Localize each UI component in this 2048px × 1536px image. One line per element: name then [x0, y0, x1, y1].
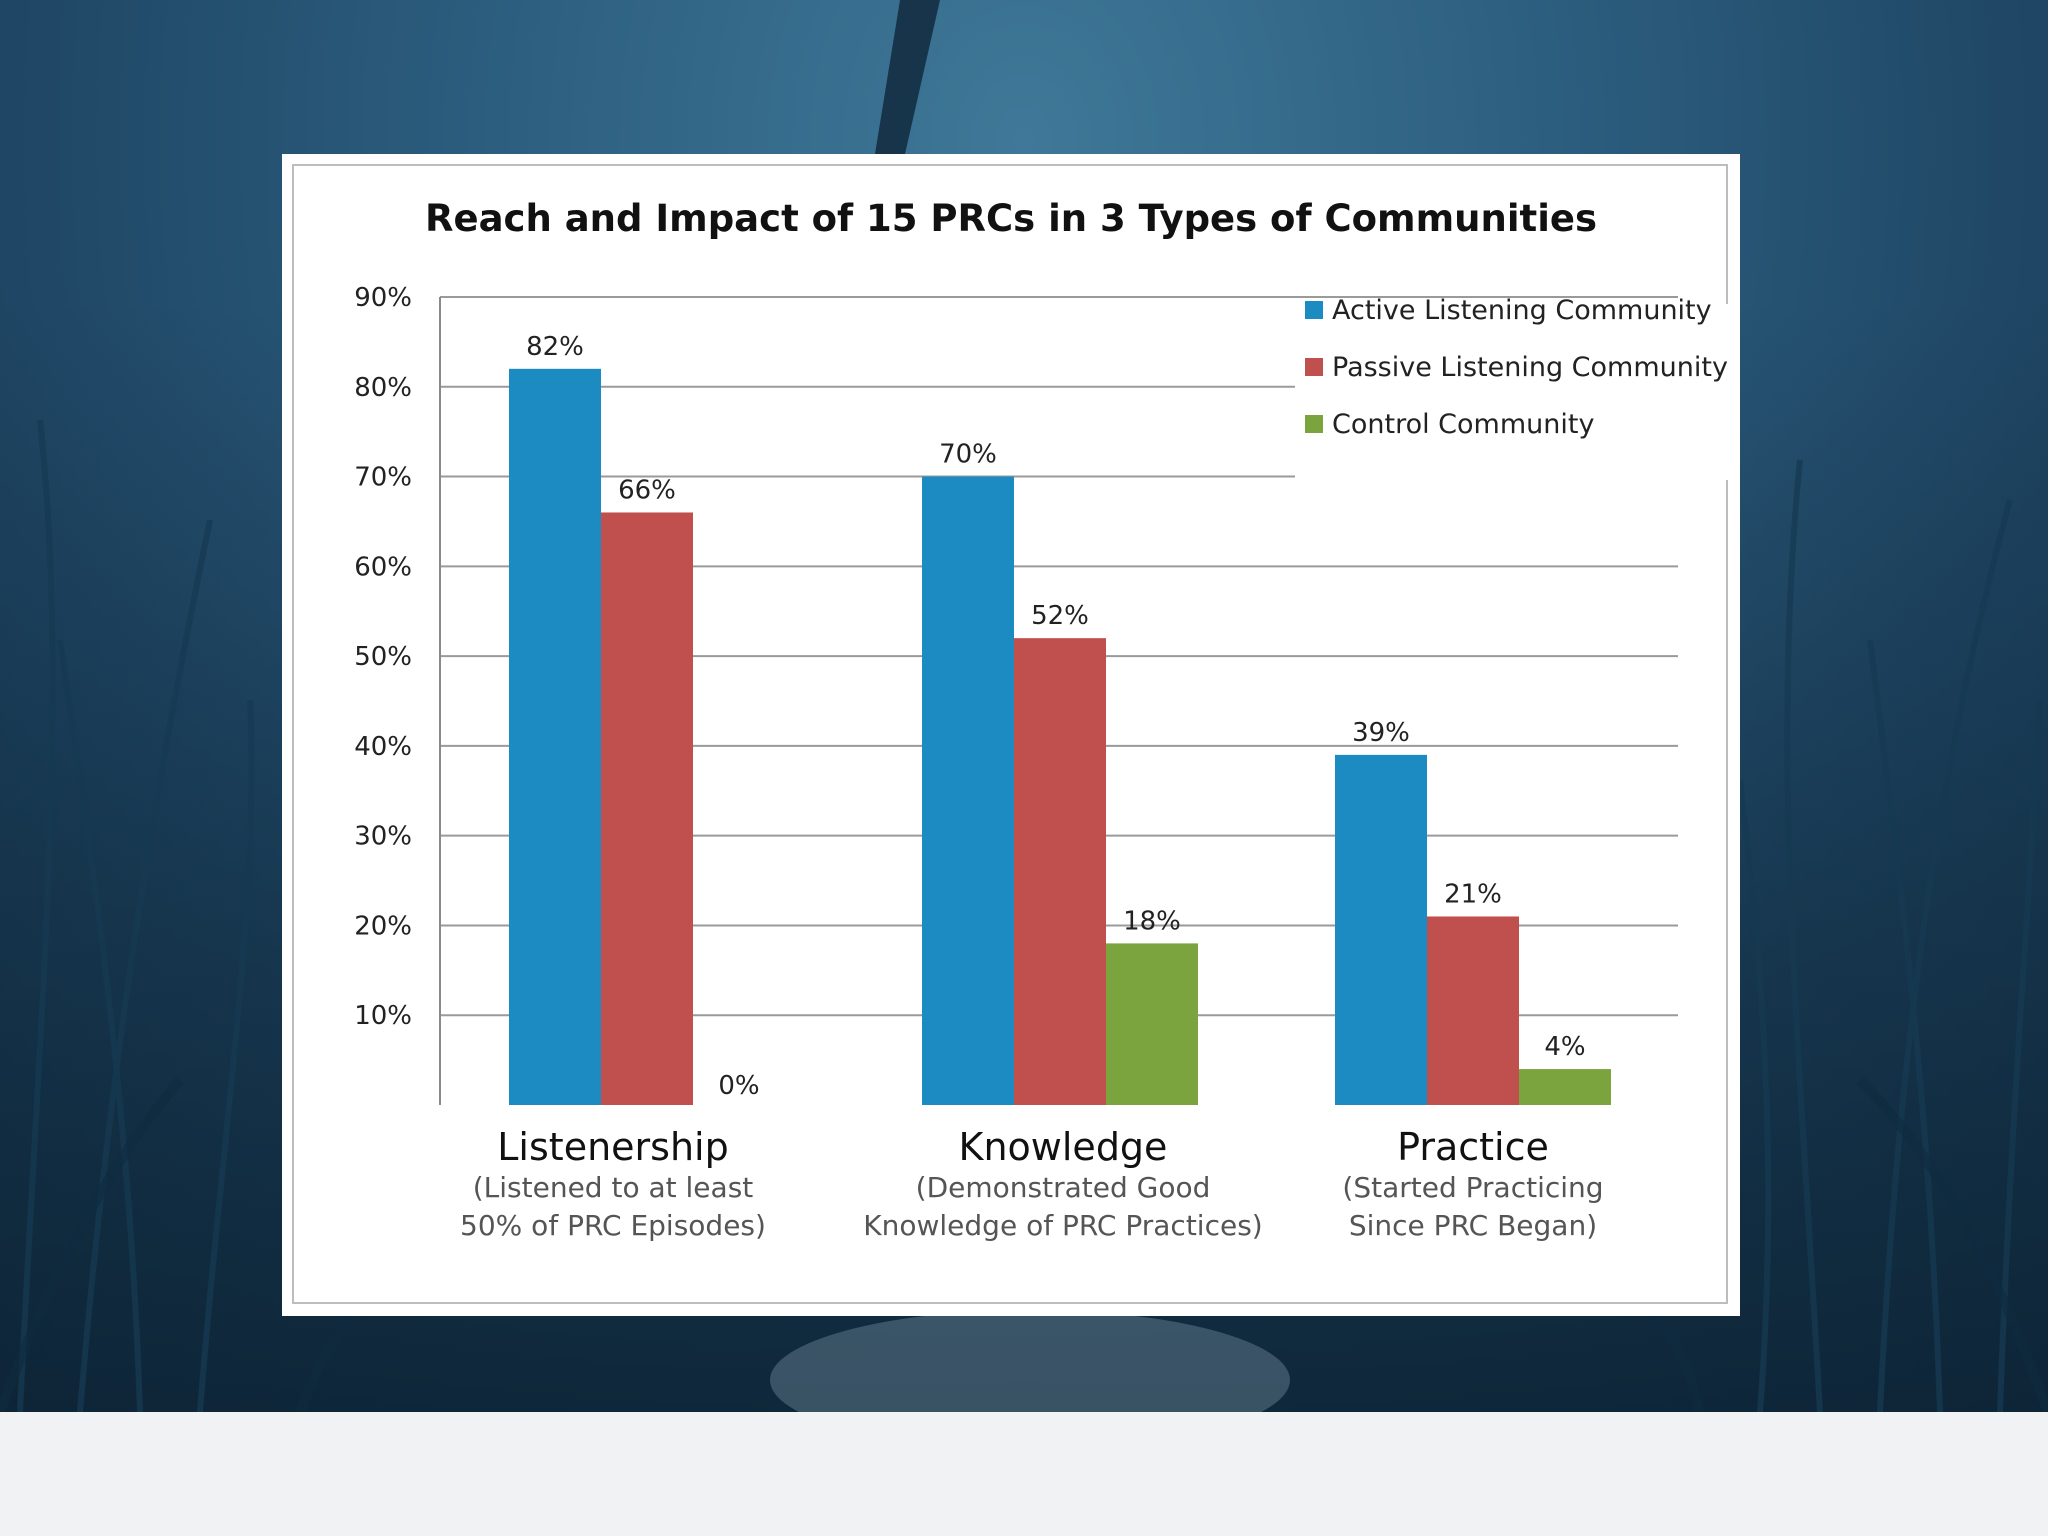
bar-chart: Reach and Impact of 15 PRCs in 3 Types o…: [354, 197, 1735, 1242]
bar: [601, 512, 693, 1105]
legend-swatch: [1305, 301, 1323, 319]
bar: [1014, 638, 1106, 1105]
category-labels: Listenership(Listened to at least 50% of …: [460, 1125, 1604, 1242]
y-tick-label: 80%: [354, 373, 412, 403]
legend-background: [1295, 304, 1735, 480]
data-label: 82%: [526, 332, 584, 362]
category-label: Knowledge: [959, 1125, 1168, 1169]
footer-strip: [0, 1412, 2048, 1536]
category-label: Practice: [1397, 1125, 1549, 1169]
y-tick-label: 30%: [354, 822, 412, 852]
y-tick-label: 50%: [354, 642, 412, 672]
y-tick-label: 70%: [354, 463, 412, 493]
data-label: 0%: [718, 1071, 759, 1101]
bar: [1519, 1069, 1611, 1105]
data-label: 70%: [939, 440, 997, 470]
y-tick-label: 40%: [354, 732, 412, 762]
category-subtitle: (Listened to at least: [473, 1171, 754, 1204]
bar: [509, 368, 601, 1105]
chart-frame: [292, 164, 1728, 1304]
bar: [922, 476, 1014, 1105]
chart-card: Reach and Impact of 15 PRCs in 3 Types o…: [282, 154, 1740, 1316]
category-subtitle: Knowledge of PRC Practices): [863, 1209, 1262, 1242]
legend-swatch: [1305, 415, 1323, 433]
bar: [1335, 754, 1427, 1105]
legend-swatch: [1305, 358, 1323, 376]
category-label: Listenership: [497, 1125, 728, 1169]
bars: [509, 368, 1611, 1105]
y-tick-label: 60%: [354, 552, 412, 582]
category-subtitle: 50% of PRC Episodes): [460, 1209, 766, 1242]
category-subtitle: Since PRC Began): [1349, 1209, 1597, 1242]
chart-title: Reach and Impact of 15 PRCs in 3 Types o…: [425, 197, 1597, 240]
data-label: 66%: [618, 475, 676, 505]
legend-label: Control Community: [1332, 409, 1594, 440]
y-axis-ticks: 10% 20% 30% 40% 50% 60% 70% 80% 90%: [354, 283, 412, 1031]
bar: [1106, 943, 1198, 1105]
legend-label: Active Listening Community: [1332, 295, 1712, 326]
data-label: 4%: [1544, 1032, 1585, 1062]
legend: Active Listening Community Passive Listen…: [1295, 295, 1735, 480]
bar: [1427, 916, 1519, 1105]
data-label: 52%: [1031, 601, 1089, 631]
category-subtitle: (Started Practicing: [1342, 1171, 1603, 1204]
category-subtitle: (Demonstrated Good: [916, 1171, 1211, 1204]
y-tick-label: 20%: [354, 911, 412, 941]
data-label: 21%: [1444, 879, 1502, 909]
y-tick-label: 10%: [354, 1001, 412, 1031]
data-label: 18%: [1123, 906, 1181, 936]
y-tick-label: 90%: [354, 283, 412, 313]
legend-label: Passive Listening Community: [1332, 352, 1728, 383]
data-label: 39%: [1352, 718, 1410, 748]
data-labels: 82% 70% 39% 66% 52% 21% 0% 18% 4%: [526, 332, 1586, 1101]
